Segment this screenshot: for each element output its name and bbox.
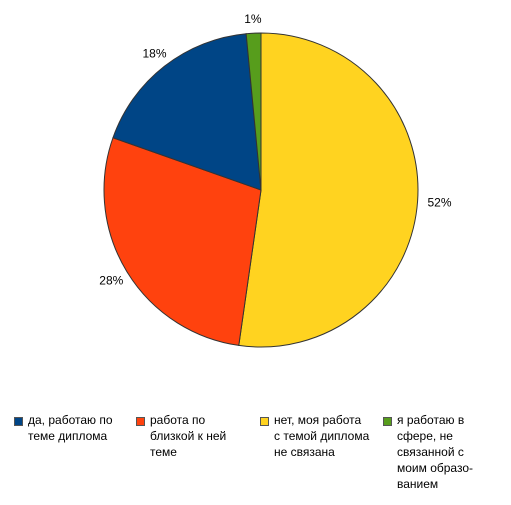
pie-slice-0 bbox=[238, 32, 419, 348]
pie-slice-3 bbox=[245, 32, 262, 191]
legend-swatch-1 bbox=[136, 417, 145, 426]
legend-swatch-3 bbox=[383, 417, 392, 426]
pie-data-labels: 52% 28% 18% 1% bbox=[99, 12, 452, 288]
pie-slice-2 bbox=[112, 33, 262, 191]
pie-data-label-1: 28% bbox=[99, 274, 123, 288]
pie-slices bbox=[103, 32, 419, 348]
legend-swatch-2 bbox=[260, 417, 269, 426]
pie-chart: 52% 28% 18% 1% bbox=[99, 12, 452, 348]
legend-label-1: работа по близкой к ней теме bbox=[150, 413, 227, 459]
pie-slice-1 bbox=[103, 137, 262, 346]
pie-data-label-2: 18% bbox=[142, 47, 166, 61]
pie-data-label-3: 1% bbox=[244, 12, 262, 26]
legend-label-2: нет, моя работа с темой диплома не связа… bbox=[274, 413, 370, 459]
legend-label-3: я работаю в сфере, не связанной с моим о… bbox=[397, 413, 474, 491]
legend-swatch-0 bbox=[14, 417, 23, 426]
legend-label-0: да, работаю по теме диплома bbox=[28, 413, 113, 443]
pie-data-label-0: 52% bbox=[427, 196, 451, 210]
chart-legend: да, работаю по теме диплома работа по бл… bbox=[0, 412, 511, 502]
